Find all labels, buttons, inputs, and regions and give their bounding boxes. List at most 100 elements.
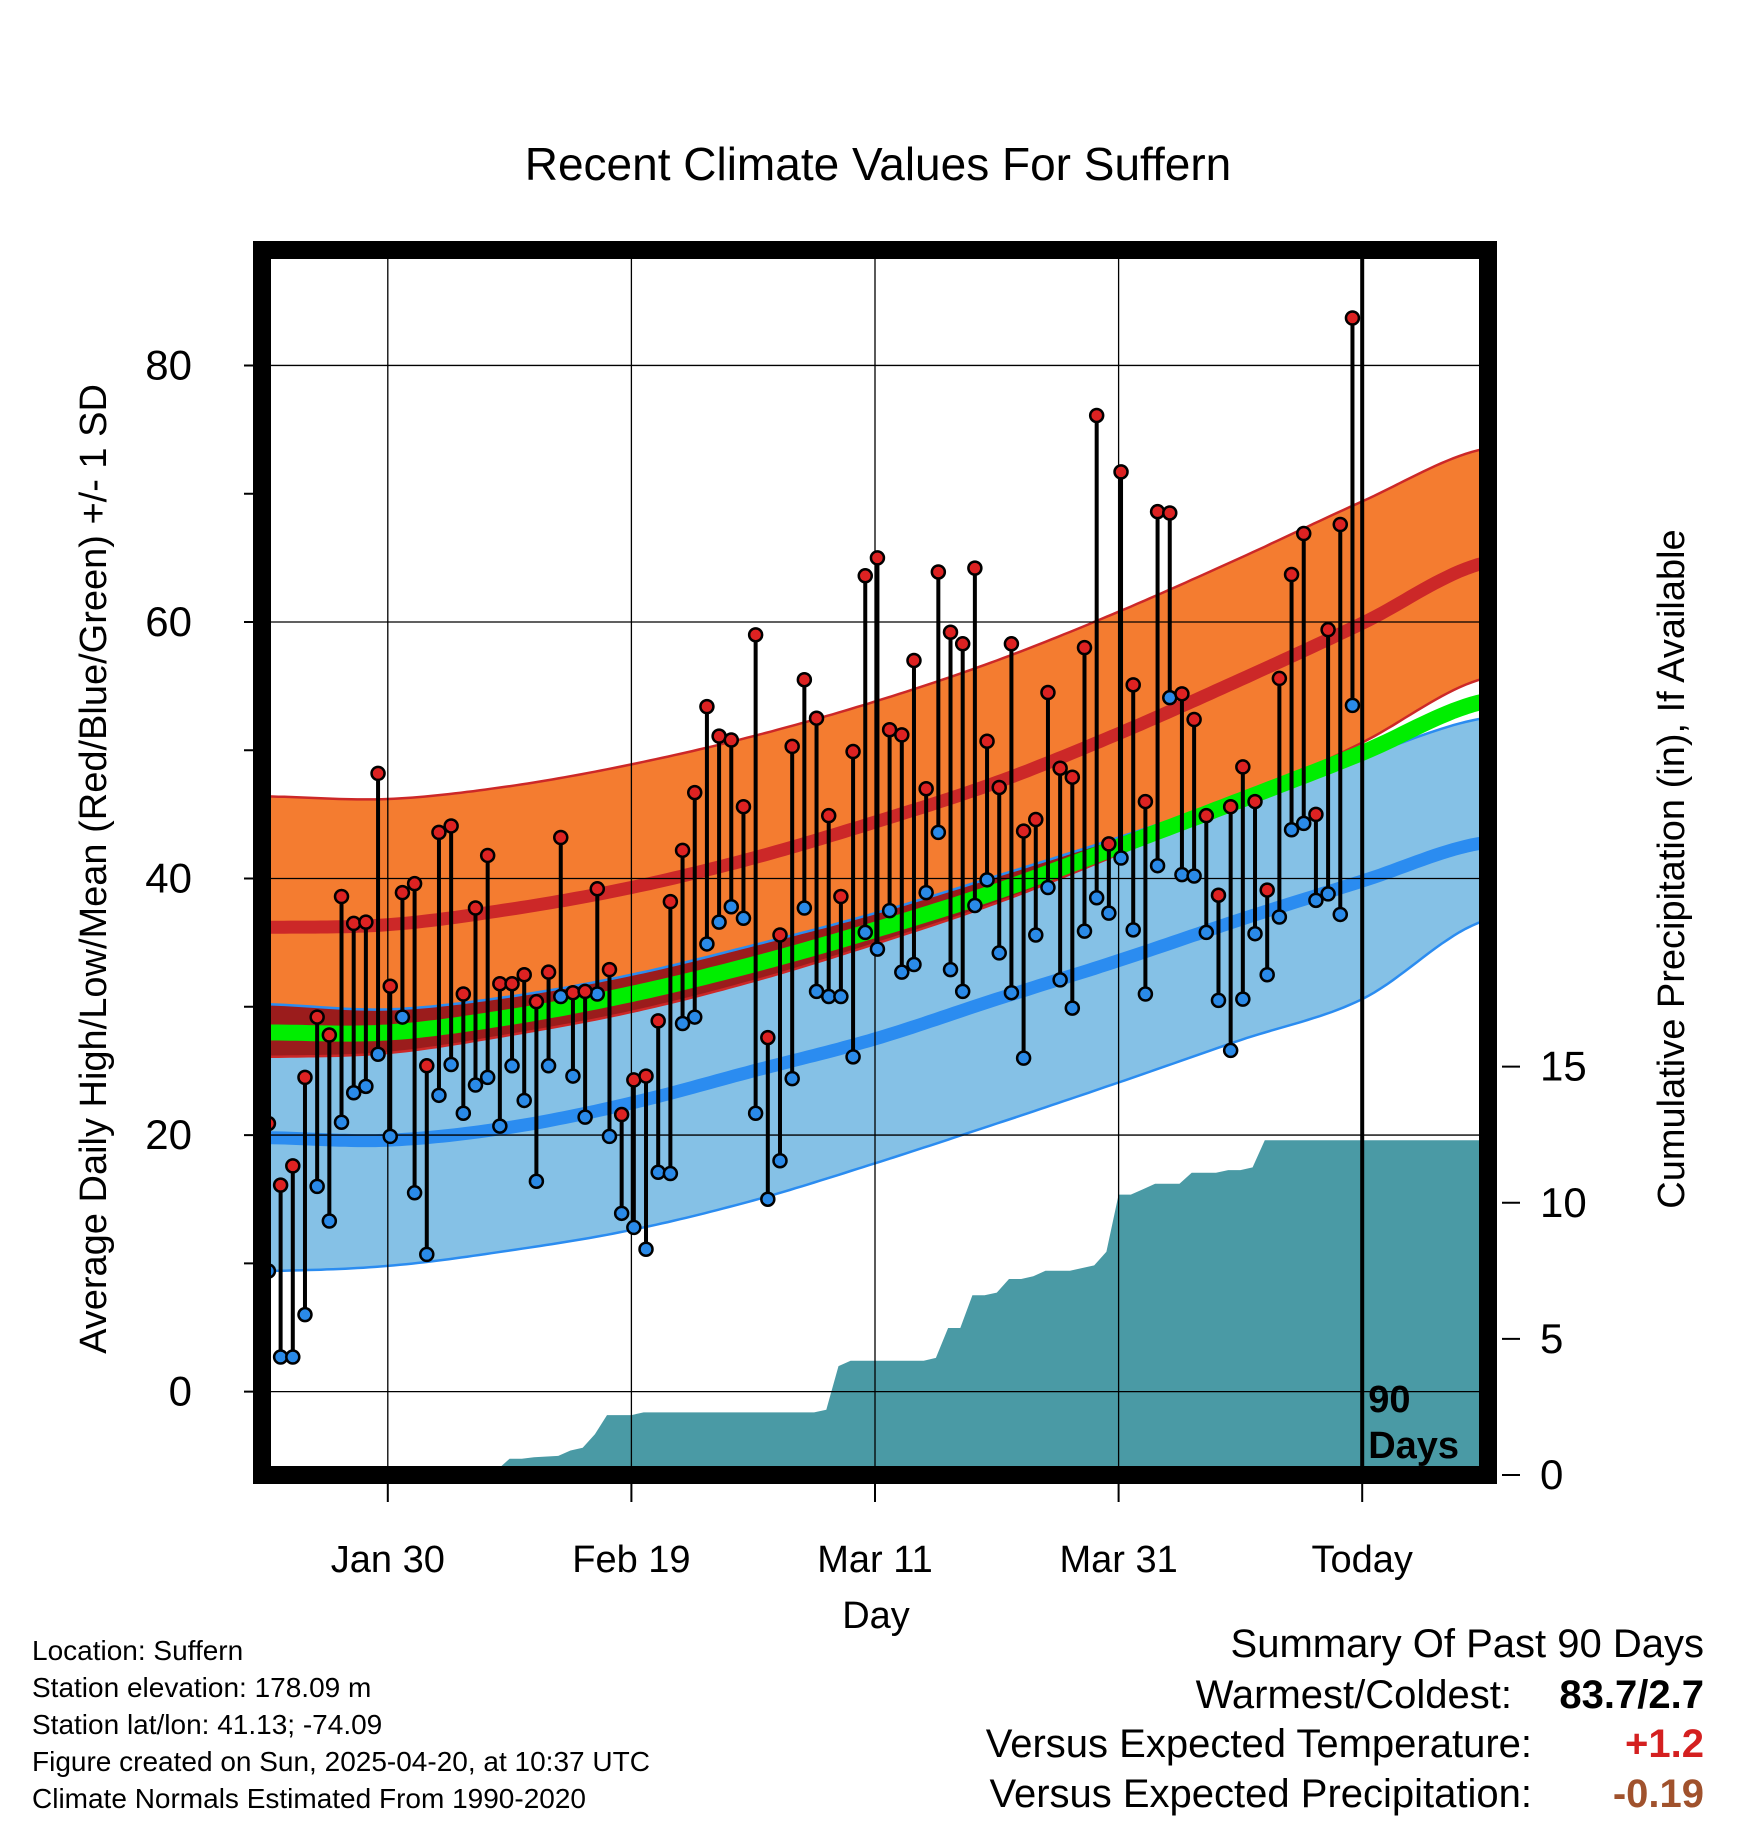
x-tick-label: Jan 30 <box>331 1539 445 1581</box>
precip-label: Versus Expected Precipitation: <box>989 1772 1532 1816</box>
high-point <box>1064 769 1081 785</box>
high-point <box>321 1027 338 1043</box>
low-point <box>309 1178 325 1195</box>
low-point <box>333 1114 350 1131</box>
low-point <box>382 1128 398 1145</box>
high-point <box>723 732 740 748</box>
low-point <box>711 914 727 930</box>
high-point <box>1003 636 1020 652</box>
high-point <box>528 993 545 1010</box>
high-point <box>747 627 764 643</box>
high-point <box>1344 310 1361 326</box>
high-point <box>845 743 861 760</box>
low-point <box>784 1070 800 1087</box>
x-tick-label: Mar 31 <box>1059 1539 1177 1581</box>
high-point <box>613 1106 630 1123</box>
low-point <box>1247 925 1263 942</box>
low-point <box>991 945 1007 961</box>
low-point <box>881 902 898 919</box>
low-point <box>504 1058 520 1074</box>
low-point <box>565 1068 581 1084</box>
low-point <box>1344 697 1361 714</box>
plot-frame <box>253 241 1497 1484</box>
today-days-label: Days <box>1368 1425 1459 1467</box>
high-point <box>930 564 947 580</box>
high-point <box>942 624 959 641</box>
high-point <box>699 698 715 715</box>
high-point <box>1174 686 1190 702</box>
high-point <box>662 893 679 910</box>
low-point <box>613 1205 630 1222</box>
high-point <box>686 784 703 801</box>
low-point <box>492 1118 508 1134</box>
high-point <box>674 842 691 859</box>
low-point <box>1198 924 1215 941</box>
y-tick-label: 0 <box>169 1368 192 1415</box>
high-point <box>857 568 874 584</box>
high-point <box>419 1058 435 1074</box>
high-point <box>297 1069 313 1086</box>
low-point <box>686 1009 703 1025</box>
low-point <box>419 1246 435 1263</box>
low-point <box>1052 972 1068 988</box>
low-point <box>930 824 947 841</box>
high-point <box>601 961 618 978</box>
footer-elevation: Station elevation: 178.09 m <box>32 1672 372 1703</box>
low-point <box>1320 886 1336 902</box>
low-point <box>321 1213 338 1229</box>
high-point <box>1332 516 1349 533</box>
high-point <box>1015 823 1032 839</box>
low-point <box>406 1185 423 1201</box>
y-tick-label: 60 <box>145 598 192 645</box>
low-point <box>1210 992 1227 1009</box>
low-point <box>1113 850 1129 866</box>
low-point <box>540 1058 557 1074</box>
high-point <box>516 966 532 983</box>
low-point <box>1295 815 1312 832</box>
low-point <box>796 900 813 916</box>
high-point <box>1125 677 1141 693</box>
high-point <box>1198 807 1215 824</box>
high-point <box>1137 793 1154 810</box>
low-point <box>1149 857 1166 874</box>
high-point <box>967 560 983 576</box>
high-point <box>735 798 752 815</box>
high-point <box>431 824 447 841</box>
low-point <box>1003 984 1020 1001</box>
temp-value: +1.2 <box>1625 1722 1704 1766</box>
high-point <box>467 900 484 916</box>
footer-latlon: Station lat/lon: 41.13; -74.09 <box>32 1709 383 1740</box>
low-point <box>394 1009 411 1025</box>
high-point <box>638 1068 654 1084</box>
low-point <box>1076 923 1093 939</box>
high-point <box>894 727 910 743</box>
high-point <box>1235 759 1251 775</box>
y-tick-label: 80 <box>145 341 192 388</box>
high-point <box>540 964 557 980</box>
high-point <box>906 652 922 669</box>
high-point <box>796 671 813 688</box>
low-point <box>954 983 971 1000</box>
low-point <box>918 884 934 901</box>
low-point <box>699 936 715 952</box>
high-point <box>1259 882 1275 898</box>
low-point <box>370 1046 386 1063</box>
low-point <box>967 897 983 914</box>
low-point <box>345 1084 362 1101</box>
low-point <box>1308 892 1324 909</box>
low-point <box>455 1105 472 1122</box>
y2-tick-label: 5 <box>1540 1315 1563 1362</box>
high-point <box>991 779 1007 796</box>
low-point <box>358 1078 374 1095</box>
warm-cold-value: 83.7/2.7 <box>1559 1673 1704 1717</box>
high-point <box>1247 793 1263 810</box>
low-point <box>1259 966 1275 983</box>
high-point <box>918 780 934 797</box>
low-point <box>979 872 995 888</box>
footer-normals: Climate Normals Estimated From 1990-2020 <box>32 1783 586 1814</box>
x-tick-label: Feb 19 <box>572 1539 690 1581</box>
y-tick-label: 20 <box>145 1111 192 1158</box>
high-point <box>272 1177 289 1193</box>
high-point <box>1271 670 1288 687</box>
low-point <box>723 899 740 915</box>
